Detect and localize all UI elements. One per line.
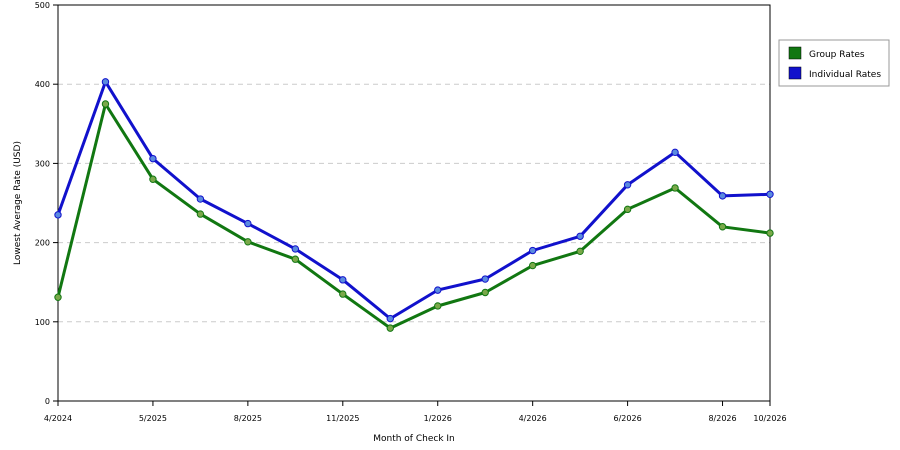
grid-lines <box>58 83 770 323</box>
x-tick-label: 5/2025 <box>139 414 167 423</box>
data-point-individual-rates <box>528 246 537 255</box>
data-point-group-rates <box>386 324 394 332</box>
data-point-individual-rates <box>481 275 489 283</box>
series-layer <box>54 78 774 332</box>
x-tick-label: 10/2026 <box>753 414 786 423</box>
data-point-individual-rates <box>623 181 632 189</box>
x-axis-title: Month of Check In <box>373 434 455 444</box>
data-point-group-rates <box>576 247 584 256</box>
data-point-group-rates <box>149 175 157 183</box>
plot-area-frame <box>57 4 771 402</box>
data-point-individual-rates <box>671 148 679 157</box>
x-tick-label: 6/2026 <box>614 414 642 423</box>
y-tick-label: 100 <box>35 318 50 327</box>
data-point-group-rates <box>196 210 205 218</box>
y-tick-label: 300 <box>35 159 50 168</box>
data-point-individual-rates <box>766 190 774 198</box>
data-point-group-rates <box>291 255 300 263</box>
legend-label-individual-rates: Individual Rates <box>809 70 881 80</box>
series-line-group-rates <box>56 102 771 330</box>
y-tick-label: 500 <box>35 1 50 10</box>
x-axis: 4/2024 5/2025 8/2025 11/2025 1/2026 4/2026 6/2… <box>44 401 787 423</box>
data-point-group-rates <box>481 288 489 297</box>
data-point-individual-rates <box>54 211 62 219</box>
x-tick-label: 1/2026 <box>424 414 452 423</box>
data-point-individual-rates <box>291 245 300 253</box>
data-point-individual-rates <box>101 78 110 86</box>
x-tick-label: 4/2026 <box>519 414 547 423</box>
y-tick-label: 400 <box>35 80 50 89</box>
y-tick-label: 200 <box>35 239 50 248</box>
y-tick-label: 0 <box>45 397 50 406</box>
data-point-group-rates <box>766 229 774 237</box>
legend-label-group-rates: Group Rates <box>809 50 865 60</box>
series-line-individual-rates <box>56 80 771 321</box>
x-tick-label: 8/2026 <box>708 414 736 423</box>
data-point-individual-rates <box>244 219 252 228</box>
legend: Group Rates Individual Rates <box>778 39 890 87</box>
y-axis: 0 100 200 300 400 500 <box>35 1 58 406</box>
x-tick-label: 8/2025 <box>234 414 262 423</box>
legend-swatch-group-rates <box>788 46 802 60</box>
data-point-individual-rates <box>339 276 347 284</box>
data-point-group-rates <box>339 290 347 298</box>
x-tick-label: 4/2024 <box>44 414 72 423</box>
data-point-group-rates <box>101 100 110 108</box>
data-point-individual-rates <box>386 314 394 323</box>
x-tick-label: 11/2025 <box>326 414 359 423</box>
data-point-individual-rates <box>149 154 157 163</box>
legend-swatch-individual-rates <box>788 66 802 80</box>
data-point-individual-rates <box>576 232 584 240</box>
data-point-group-rates <box>671 184 679 192</box>
data-point-individual-rates <box>718 192 727 200</box>
data-point-group-rates <box>623 205 632 214</box>
data-point-group-rates <box>54 293 62 301</box>
y-axis-title: Lowest Average Rate (USD) <box>13 141 23 265</box>
data-point-group-rates <box>244 238 252 246</box>
data-point-individual-rates <box>434 286 442 294</box>
data-point-group-rates <box>528 261 537 270</box>
data-point-group-rates <box>718 223 727 231</box>
data-point-group-rates <box>434 302 442 310</box>
data-point-individual-rates <box>196 195 205 203</box>
